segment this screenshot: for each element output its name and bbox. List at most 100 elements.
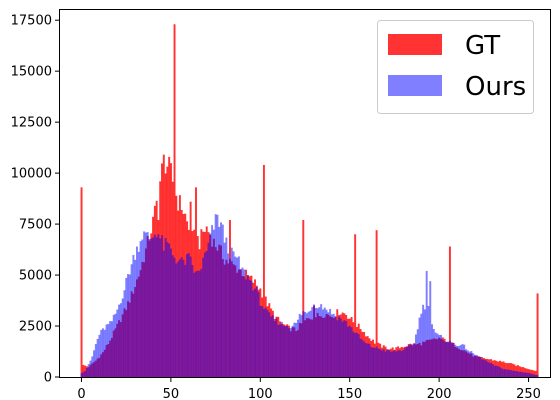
bar-ours-95: [250, 280, 253, 377]
bar-ours-55: [178, 259, 181, 377]
bar-ours-45: [161, 235, 163, 377]
bar-ours-83: [229, 258, 231, 377]
bar-ours-68: [202, 257, 205, 377]
bar-ours-246: [520, 371, 523, 377]
bar-ours-71: [207, 242, 210, 377]
bar-ours-194: [427, 305, 430, 377]
bar-ours-161: [368, 343, 371, 377]
bar-gt-247: [522, 367, 525, 377]
bar-gt-251: [529, 369, 532, 377]
bar-ours-78: [220, 222, 222, 377]
bar-ours-251: [529, 373, 532, 377]
bar-ours-77: [218, 226, 221, 377]
bar-ours-179: [400, 351, 403, 377]
bar-ours-3: [85, 368, 88, 377]
bar-ours-178: [398, 350, 401, 377]
bar-ours-48: [166, 242, 169, 377]
bar-gt-241: [511, 363, 514, 377]
bar-ours-94: [248, 279, 251, 377]
bar-ours-247: [522, 372, 525, 377]
bar-ours-53: [175, 263, 178, 377]
bar-ours-128: [309, 310, 312, 377]
bar-ours-66: [198, 270, 201, 377]
bar-ours-150: [348, 325, 351, 377]
bar-ours-52: [173, 257, 176, 377]
bar-ours-97: [254, 288, 256, 377]
bar-ours-242: [513, 370, 516, 377]
x-tick-label-100: 100: [248, 387, 273, 400]
bar-ours-193: [425, 270, 428, 377]
bar-ours-102: [262, 308, 265, 377]
bar-ours-160: [366, 343, 369, 377]
bar-gt-1: [82, 364, 85, 377]
bar-ours-125: [304, 312, 307, 377]
bar-ours-62: [191, 265, 194, 377]
bar-ours-51: [171, 255, 174, 377]
bar-ours-248: [524, 372, 527, 377]
bar-ours-93: [246, 275, 249, 377]
bar-ours-162: [370, 346, 373, 377]
bar-gt-52: [173, 24, 176, 378]
bar-ours-10: [98, 334, 101, 377]
bar-ours-164: [373, 347, 376, 377]
bar-ours-123: [300, 315, 303, 377]
bar-ours-131: [314, 307, 317, 377]
bar-ours-232: [495, 365, 498, 377]
bar-ours-61: [189, 256, 192, 377]
bar-ours-238: [506, 369, 509, 377]
bar-ours-132: [316, 308, 319, 377]
bar-ours-210: [456, 346, 459, 377]
bar-ours-218: [470, 351, 473, 377]
bar-ours-50: [169, 248, 172, 377]
bar-ours-47: [164, 237, 167, 377]
bar-ours-221: [475, 354, 478, 377]
bar-ours-122: [298, 313, 301, 377]
bar-gt-153: [354, 234, 357, 377]
bar-ours-5: [89, 360, 92, 377]
bar-ours-249: [525, 372, 528, 377]
bar-ours-214: [463, 344, 466, 377]
bar-ours-105: [268, 312, 271, 377]
bar-gt-124: [302, 220, 305, 377]
bar-ours-233: [497, 366, 500, 377]
bar-ours-182: [406, 346, 408, 377]
axes-frame: [59, 9, 551, 378]
bar-ours-106: [270, 316, 273, 377]
bar-ours-35: [143, 231, 146, 377]
bar-ours-101: [261, 306, 264, 377]
bar-ours-0: [80, 373, 83, 377]
legend-label-ours: Ours: [465, 72, 526, 102]
bar-ours-85: [232, 251, 235, 377]
bar-ours-107: [271, 315, 274, 377]
bar-ours-79: [221, 224, 224, 377]
bar-ours-57: [182, 259, 185, 377]
bar-ours-231: [493, 365, 496, 377]
bar-ours-126: [305, 313, 308, 377]
bar-gt-242: [513, 364, 516, 377]
bar-ours-34: [141, 239, 144, 377]
bar-ours-166: [377, 348, 380, 377]
bar-ours-58: [184, 264, 187, 377]
bar-ours-228: [488, 362, 491, 377]
bar-ours-158: [363, 341, 366, 377]
bar-ours-25: [125, 277, 128, 377]
bar-ours-30: [134, 259, 137, 377]
bar-ours-237: [504, 369, 507, 377]
bar-ours-195: [429, 281, 432, 377]
bar-ours-109: [275, 318, 278, 377]
bar-ours-80: [223, 242, 226, 377]
y-tick-label-5000: 5000: [19, 269, 52, 284]
x-tick-label-50: 50: [163, 387, 180, 400]
bar-ours-255: [536, 375, 539, 377]
bar-ours-37: [146, 232, 149, 377]
bar-ours-18: [112, 314, 115, 377]
bar-ours-250: [527, 372, 530, 377]
bar-ours-176: [395, 351, 398, 377]
y-tick-label-15000: 15000: [11, 65, 52, 80]
bars-layer: [80, 24, 539, 378]
bar-ours-113: [282, 325, 285, 377]
bar-ours-103: [264, 307, 267, 377]
bar-ours-203: [443, 341, 446, 377]
bar-ours-225: [482, 359, 485, 377]
bar-ours-121: [296, 319, 299, 377]
